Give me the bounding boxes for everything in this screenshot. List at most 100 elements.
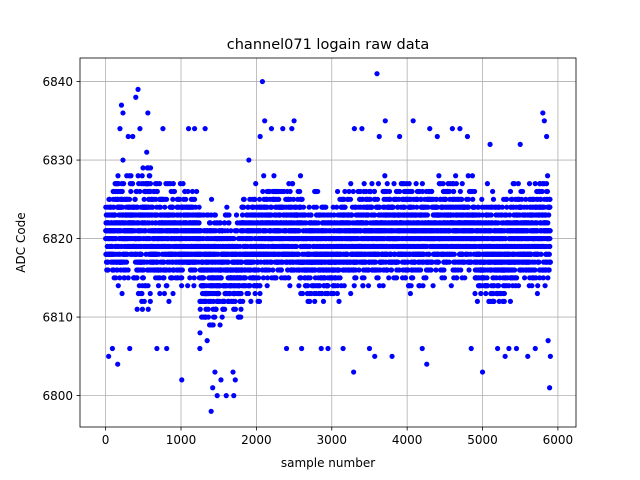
data-point	[300, 204, 307, 210]
data-point	[139, 290, 145, 297]
data-point	[228, 228, 234, 234]
data-point	[162, 204, 168, 210]
data-point	[128, 173, 134, 179]
data-point	[347, 196, 354, 202]
data-point	[234, 228, 240, 234]
data-point	[462, 275, 468, 281]
data-point	[248, 298, 254, 304]
data-point	[191, 196, 198, 202]
data-points	[103, 71, 553, 414]
data-point	[348, 181, 354, 187]
data-point	[451, 251, 457, 257]
data-point	[407, 290, 413, 297]
data-point	[225, 259, 231, 265]
data-point	[141, 196, 147, 202]
data-point	[390, 204, 396, 210]
data-point	[287, 188, 293, 195]
data-point	[430, 283, 436, 289]
data-point	[163, 196, 170, 202]
data-point	[216, 290, 222, 297]
data-point	[192, 267, 198, 273]
data-point	[170, 196, 176, 202]
data-point	[194, 188, 200, 195]
data-point	[440, 181, 446, 187]
data-point	[299, 196, 305, 202]
data-point	[241, 196, 247, 202]
data-point	[406, 181, 412, 187]
data-point	[226, 212, 232, 218]
data-point	[147, 298, 153, 304]
data-point	[238, 306, 244, 312]
data-point	[170, 204, 176, 210]
data-point	[361, 181, 367, 187]
data-point	[441, 267, 447, 273]
data-point	[474, 298, 480, 304]
data-point	[424, 212, 431, 218]
data-point	[121, 275, 127, 281]
data-point	[218, 275, 224, 281]
data-point	[212, 212, 218, 218]
data-point	[147, 165, 154, 171]
data-point	[435, 259, 442, 265]
data-point	[375, 181, 382, 187]
data-point	[252, 290, 258, 297]
data-point	[360, 283, 366, 289]
data-point	[395, 259, 401, 265]
data-point	[132, 196, 138, 202]
data-point	[147, 181, 154, 187]
data-point	[171, 188, 178, 195]
data-point	[271, 173, 277, 179]
data-point	[233, 212, 240, 218]
data-point	[170, 181, 176, 187]
data-point	[157, 181, 163, 187]
data-point	[261, 173, 267, 179]
data-point	[232, 298, 238, 304]
data-point	[336, 298, 342, 304]
data-point	[308, 212, 314, 218]
data-point	[306, 204, 312, 210]
data-point	[129, 181, 136, 187]
data-point	[123, 259, 130, 265]
data-point	[154, 188, 160, 195]
data-point	[252, 196, 258, 202]
data-point	[419, 181, 425, 187]
data-point	[201, 275, 207, 281]
data-point	[478, 290, 484, 297]
data-point	[413, 181, 419, 187]
data-point	[166, 298, 172, 304]
data-point	[140, 267, 147, 273]
data-point	[453, 173, 459, 179]
data-point	[187, 275, 193, 281]
data-point	[113, 275, 119, 281]
data-point	[375, 275, 381, 281]
data-point	[446, 259, 452, 265]
data-point	[325, 283, 331, 289]
data-point	[348, 290, 354, 297]
data-point	[224, 204, 230, 210]
data-point	[278, 267, 284, 273]
data-point	[273, 275, 279, 281]
data-point	[120, 181, 127, 187]
data-point	[257, 290, 263, 297]
data-point	[297, 188, 303, 195]
grid-layer	[80, 58, 576, 427]
data-point	[264, 283, 270, 289]
data-point	[270, 267, 276, 273]
data-point	[140, 275, 146, 281]
data-point	[217, 220, 223, 226]
data-point	[361, 275, 367, 281]
data-point	[386, 188, 393, 195]
data-point	[320, 298, 327, 304]
data-point	[300, 290, 306, 297]
data-point	[139, 306, 146, 312]
data-point	[191, 275, 197, 281]
data-point	[428, 267, 434, 273]
data-point	[112, 212, 118, 218]
data-point	[197, 330, 203, 336]
data-point	[138, 251, 145, 257]
data-point	[453, 181, 459, 187]
data-point	[179, 267, 185, 273]
data-point	[145, 306, 151, 312]
data-point	[241, 204, 247, 210]
data-point	[189, 188, 196, 195]
